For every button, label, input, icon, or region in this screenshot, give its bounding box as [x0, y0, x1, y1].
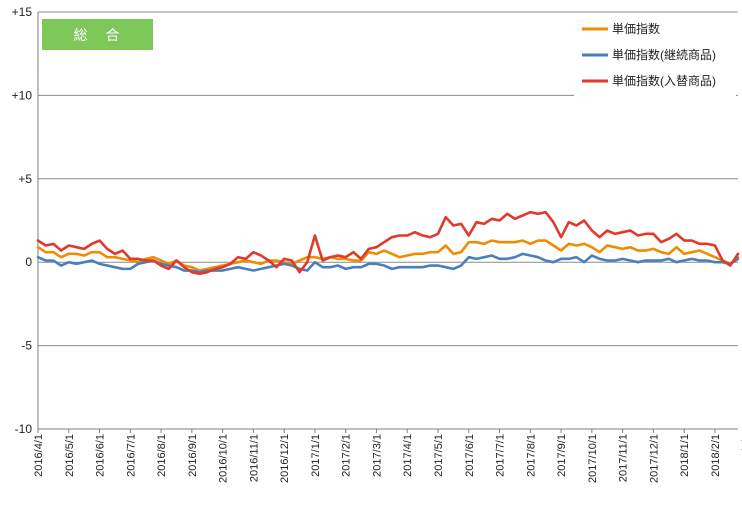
x-tick-label: 2017/3/1	[371, 434, 383, 477]
chart-title-badge: 総 合	[42, 19, 153, 50]
x-tick-label: 2017/12/1	[648, 434, 660, 483]
x-tick-label: 2017/9/1	[556, 434, 568, 477]
x-tick-label: 2016/9/1	[187, 434, 199, 477]
x-tick-label: 2017/4/1	[402, 434, 414, 477]
legend-label-continuing-products: 単価指数(継続商品)	[612, 47, 716, 62]
x-tick-label: 2017/7/1	[495, 434, 507, 477]
x-tick-label: 2016/4/1	[33, 434, 45, 477]
y-tick-label: -5	[21, 339, 32, 353]
x-tick-label: 2018/2/1	[710, 434, 722, 477]
x-tick-label: 2017/10/1	[587, 434, 599, 483]
chart-title: 総 合	[74, 27, 122, 43]
legend: 単価指数 単価指数(継続商品) 単価指数(入替商品)	[574, 14, 736, 96]
title-badge-background	[42, 19, 153, 50]
y-tick-label: +10	[12, 88, 33, 102]
y-tick-label: +5	[18, 172, 32, 186]
series-layer	[36, 210, 740, 276]
x-tick-label: 2017/2/1	[341, 434, 353, 477]
x-tick-label: 2017/6/1	[464, 434, 476, 477]
y-tick-label: -10	[15, 422, 33, 436]
legend-label-replacement-products: 単価指数(入替商品)	[612, 73, 716, 88]
x-tick-label: 2017/11/1	[618, 434, 630, 482]
y-tick-label: 0	[25, 255, 32, 269]
series-line-0	[36, 239, 740, 272]
x-tick-label: 2016/12/1	[279, 434, 291, 483]
x-tick-label: 2017/5/1	[433, 434, 445, 477]
x-tick-label: 2016/11/1	[248, 434, 260, 482]
x-tick-label: 2018/1/1	[679, 434, 691, 477]
x-tick-label: 2016/8/1	[156, 434, 168, 477]
legend-label-unit-price-index: 単価指数	[612, 21, 660, 36]
x-tick-label: 2018/3/1	[741, 434, 742, 477]
x-tick-label: 2016/5/1	[64, 434, 76, 477]
series-line-2	[36, 210, 740, 276]
x-tick-label: 2017/8/1	[525, 434, 537, 477]
y-tick-label: +15	[12, 5, 33, 19]
series-line-1	[36, 252, 740, 274]
x-tick-label: 2016/7/1	[125, 434, 137, 477]
x-tick-label: 2017/1/1	[310, 434, 322, 477]
x-tick-label: 2016/10/1	[218, 434, 230, 483]
x-tick-label: 2016/6/1	[95, 434, 107, 477]
